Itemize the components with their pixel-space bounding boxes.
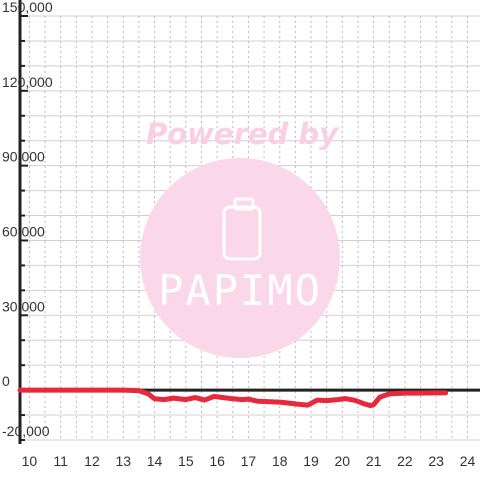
x-tick-label: 17 [241, 453, 257, 469]
watermark-powered-by: Powered by [146, 117, 339, 151]
watermark: Powered by PAPIMO [140, 117, 340, 358]
x-tick-label: 20 [335, 453, 351, 469]
x-tick-label: 24 [460, 453, 476, 469]
x-tick-label: 22 [397, 453, 413, 469]
watermark-logo-text: PAPIMO [158, 266, 322, 315]
x-tick-label: 19 [303, 453, 319, 469]
series-line [17, 387, 449, 409]
x-tick-label: 16 [209, 453, 225, 469]
x-tick-label: 14 [147, 453, 163, 469]
tick-labels: 150,000 120,000 90,000 60,000 30,000 0 -20,000… [2, 0, 475, 469]
x-tick-label: 15 [178, 453, 194, 469]
series-layer [17, 387, 449, 409]
x-tick-label: 11 [53, 453, 68, 469]
x-tick-label: 23 [428, 453, 444, 469]
y-tick-label: 120,000 [2, 74, 53, 90]
y-tick-label: 0 [2, 373, 10, 389]
x-tick-label: 12 [84, 453, 100, 469]
x-tick-label: 18 [272, 453, 288, 469]
x-tick-label: 13 [115, 453, 131, 469]
x-tick-label: 10 [22, 453, 38, 469]
y-tick-label: -20,000 [2, 423, 50, 439]
x-tick-label: 21 [366, 453, 382, 469]
y-tick-label: 150,000 [2, 0, 53, 15]
phone-icon [222, 197, 262, 261]
y-tick-label: 30,000 [2, 298, 45, 314]
y-tick-label: 60,000 [2, 223, 45, 239]
y-tick-label: 90,000 [2, 149, 45, 165]
